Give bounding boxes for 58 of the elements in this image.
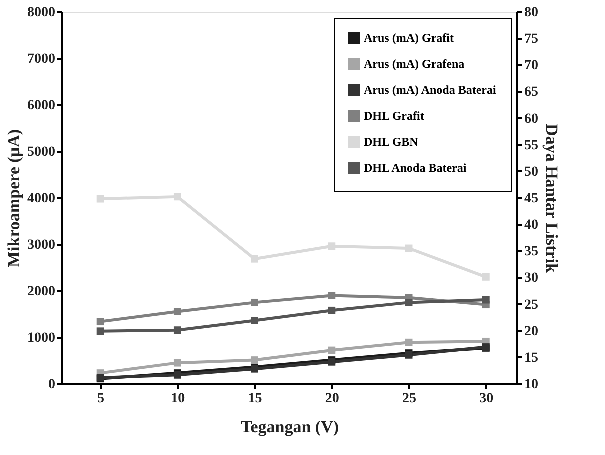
legend-label: Arus (mA) Grafit — [364, 31, 454, 45]
legend-label: Arus (mA) Grafena — [364, 57, 465, 71]
point — [96, 318, 104, 326]
y-axis-title: Mikroampere (µA) — [4, 129, 24, 268]
y2-tick-label: 75 — [524, 32, 538, 48]
y2-tick-label: 10 — [524, 378, 538, 392]
point — [328, 292, 336, 300]
y-tick-label: 5000 — [28, 145, 56, 160]
point — [405, 338, 413, 346]
x-axis-title: Tegangan (V) — [240, 418, 340, 436]
y2-tick-label: 80 — [524, 6, 538, 20]
x-tick-label: 30 — [480, 392, 494, 406]
y2-tick-label: 55 — [524, 138, 538, 154]
point — [482, 296, 490, 304]
y-tick-label: 6000 — [28, 98, 56, 114]
y2-tick-label: 25 — [524, 298, 538, 313]
y2-tick-label: 50 — [524, 164, 538, 180]
point — [251, 298, 259, 306]
point — [328, 242, 336, 250]
point — [174, 359, 182, 367]
y-tick-label: 7000 — [28, 52, 56, 67]
x-tick-label: 20 — [325, 392, 340, 406]
legend-label: DHL Grafit — [364, 109, 424, 123]
y2-tick-label: 45 — [524, 192, 538, 206]
point — [174, 193, 182, 201]
y-tick-label: 3000 — [28, 238, 56, 253]
y2-tick-label: 20 — [524, 324, 538, 340]
y-tick-label: 4000 — [28, 192, 56, 206]
y2-axis-title: Daya Hantar Listrik — [542, 124, 562, 274]
point — [96, 328, 104, 336]
legend-label: DHL Anoda Baterai — [364, 161, 468, 175]
y-tick-label: 2000 — [28, 284, 56, 300]
point — [251, 255, 259, 263]
point — [174, 308, 182, 316]
legend-label: DHL GBN — [364, 135, 419, 149]
y2-tick-label: 70 — [524, 58, 538, 74]
point — [174, 326, 182, 334]
y2-tick-label: 30 — [524, 271, 538, 286]
point — [328, 306, 336, 314]
point — [482, 273, 490, 281]
point — [405, 298, 413, 306]
point — [251, 356, 259, 364]
y-tick-label: 0 — [48, 378, 56, 392]
x-tick-label: 25 — [402, 392, 417, 406]
legend-label: Arus (mA) Anoda Baterai — [364, 83, 497, 97]
y-tick-label: 8000 — [28, 6, 56, 20]
x-tick-label: 10 — [171, 392, 186, 406]
y-tick-label: 1000 — [28, 331, 56, 346]
y2-tick-label: 65 — [524, 85, 538, 100]
point — [96, 195, 104, 203]
x-tick-label: 15 — [248, 392, 262, 406]
point — [251, 317, 259, 324]
y2-tick-label: 35 — [524, 244, 538, 260]
point — [328, 346, 336, 354]
y2-tick-label: 40 — [524, 218, 538, 234]
y2-tick-label: 15 — [524, 350, 538, 366]
x-tick-label: 5 — [98, 392, 105, 406]
y2-tick-label: 60 — [524, 112, 538, 127]
